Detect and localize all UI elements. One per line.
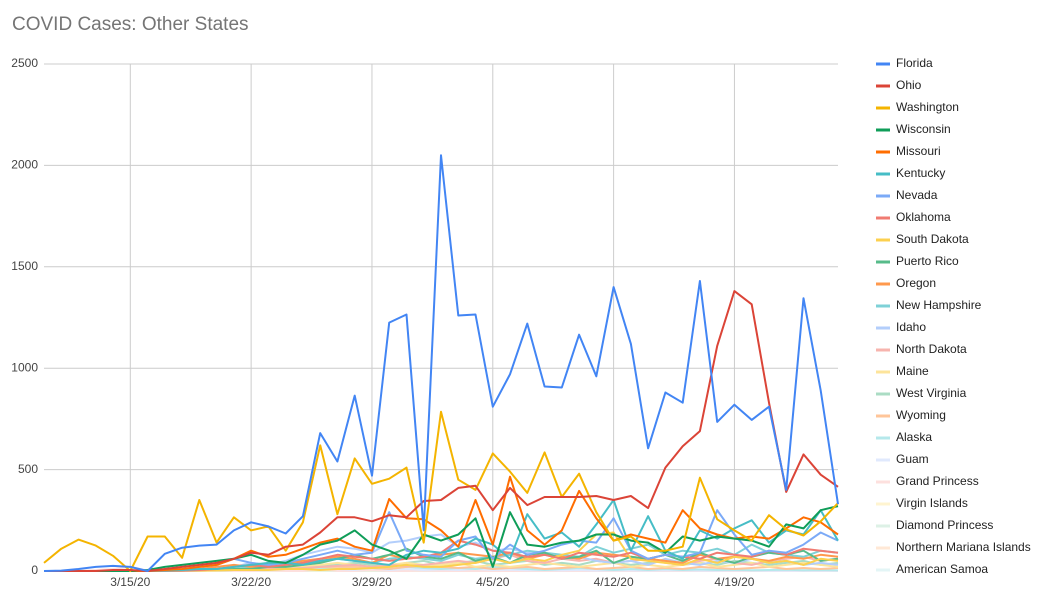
legend-label: Puerto Rico: [896, 254, 959, 268]
legend-label: Alaska: [896, 430, 932, 444]
y-tick-label: 2000: [11, 158, 38, 172]
legend-label: Washington: [896, 100, 959, 114]
legend-label: Missouri: [896, 144, 941, 158]
legend-label: Northern Mariana Islands: [896, 540, 1031, 554]
series-line: [43, 410, 839, 572]
legend-label: Diamond Princess: [896, 518, 993, 532]
chart-title: COVID Cases: Other States: [12, 14, 249, 35]
legend-label: Oregon: [896, 276, 936, 290]
x-tick-label: 4/5/20: [476, 575, 510, 589]
series-line: [44, 290, 839, 572]
series-line: [43, 154, 839, 572]
legend-label: Nevada: [896, 188, 938, 202]
y-tick-label: 1000: [11, 360, 38, 374]
x-tick-label: 3/29/20: [352, 575, 392, 589]
legend-label: Virgin Islands: [896, 496, 968, 510]
legend-label: Kentucky: [896, 166, 945, 180]
legend-label: Grand Princess: [896, 474, 979, 488]
legend-label: South Dakota: [896, 232, 969, 246]
y-tick-label: 0: [31, 563, 38, 577]
legend-label: Guam: [896, 452, 929, 466]
x-tick-label: 3/15/20: [110, 575, 150, 589]
legend-label: American Samoa: [896, 562, 988, 576]
x-tick-label: 4/19/20: [714, 575, 754, 589]
series-line: [44, 505, 839, 572]
legend-label: Idaho: [896, 320, 926, 334]
legend-label: Wyoming: [896, 408, 946, 422]
series-line: [44, 475, 839, 572]
y-tick-label: 2500: [11, 56, 38, 70]
legend-label: Maine: [896, 364, 929, 378]
legend-label: Oklahoma: [896, 210, 951, 224]
legend-label: Ohio: [896, 78, 922, 92]
x-tick-label: 3/22/20: [231, 575, 271, 589]
legend-label: North Dakota: [896, 342, 967, 356]
legend-label: Florida: [896, 56, 933, 70]
y-tick-label: 1500: [11, 259, 38, 273]
legend-label: Wisconsin: [896, 122, 951, 136]
y-tick-label: 500: [18, 462, 38, 476]
x-tick-label: 4/12/20: [594, 575, 634, 589]
legend-label: New Hampshire: [896, 298, 982, 312]
legend-label: West Virginia: [896, 386, 967, 400]
